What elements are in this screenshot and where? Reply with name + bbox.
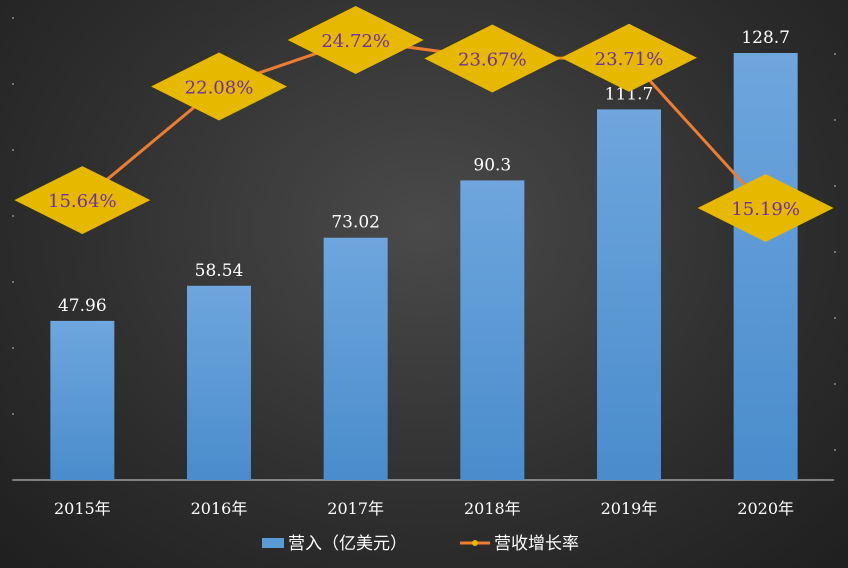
x-tick-label: 2015年 bbox=[54, 499, 111, 518]
rate-marker bbox=[14, 166, 151, 235]
axes bbox=[12, 17, 836, 481]
x-tick-label: 2020年 bbox=[737, 499, 794, 518]
x-tick-label: 2018年 bbox=[464, 499, 521, 518]
x-tick-label: 2017年 bbox=[327, 499, 384, 518]
legend-line-marker bbox=[472, 540, 478, 546]
rate-data-label: 23.71% bbox=[595, 49, 664, 70]
bar-data-label: 58.54 bbox=[195, 261, 244, 281]
legend: 营入（亿美元） 营收增长率 bbox=[262, 534, 579, 554]
bar-2018年 bbox=[460, 180, 525, 480]
line-series: 15.64% 22.08% 24.72% 23.67% 23.71% 15.19% bbox=[14, 6, 834, 242]
bar-data-label: 47.96 bbox=[58, 296, 107, 316]
bar-data-label: 128.7 bbox=[741, 28, 790, 48]
rate-data-label: 24.72% bbox=[321, 31, 390, 52]
bar-data-label: 73.02 bbox=[331, 213, 380, 233]
rate-data-label: 23.67% bbox=[458, 50, 527, 71]
x-axis-tick-labels: 2015年 2016年 2017年 2018年 2019年 2020年 bbox=[54, 499, 794, 518]
bar-data-label: 90.3 bbox=[473, 155, 511, 175]
bar-data-label: 111.7 bbox=[605, 84, 654, 104]
bar-2020年 bbox=[733, 53, 798, 480]
rate-data-label: 15.19% bbox=[731, 199, 800, 220]
legend-bar-swatch bbox=[262, 538, 284, 548]
legend-bar-label: 营入（亿美元） bbox=[288, 534, 407, 554]
rate-marker bbox=[697, 174, 834, 242]
bar-2017年 bbox=[323, 237, 388, 480]
rate-marker bbox=[287, 6, 424, 74]
bar-series: 47.96 58.54 73.02 90.3 111.7 128.7 bbox=[50, 28, 798, 480]
rate-marker bbox=[151, 52, 287, 121]
rate-marker bbox=[561, 23, 697, 92]
rate-data-label: 22.08% bbox=[185, 78, 254, 99]
x-tick-label: 2019年 bbox=[601, 499, 658, 518]
legend-line-label: 营收增长率 bbox=[494, 534, 579, 554]
rate-marker bbox=[424, 24, 561, 93]
x-tick-label: 2016年 bbox=[191, 499, 248, 518]
bar-2016年 bbox=[187, 285, 251, 480]
bar-2019年 bbox=[597, 109, 661, 480]
rate-data-label: 15.64% bbox=[48, 191, 117, 212]
bar-2015年 bbox=[50, 320, 115, 480]
